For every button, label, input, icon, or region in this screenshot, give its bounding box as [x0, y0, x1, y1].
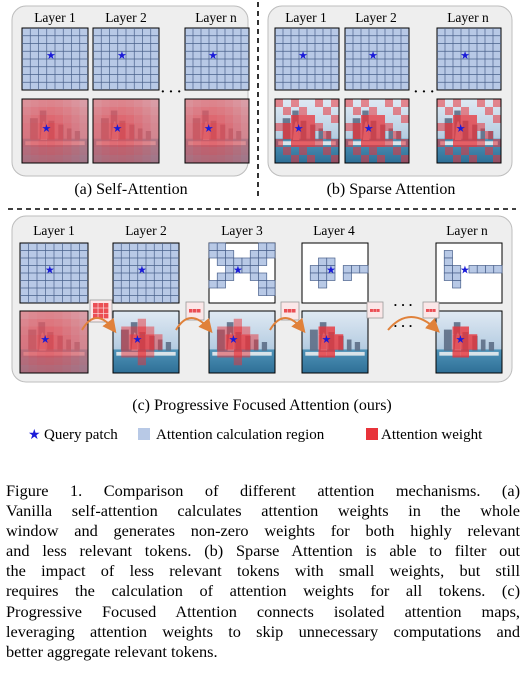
ellipsis: · · ·	[413, 85, 434, 100]
square-icon	[366, 428, 378, 440]
attention-map-image: ★	[19, 310, 89, 374]
attention-map-image: ★	[435, 310, 503, 374]
star-icon: ★	[46, 49, 56, 62]
attention-map-image: ★	[208, 310, 276, 374]
caption-line: better aggregate relevant tokens.	[6, 641, 218, 661]
flow-arrow	[387, 316, 440, 333]
star-icon: ★	[368, 49, 378, 62]
figure-caption: Figure 1. Comparison of different attent…	[6, 481, 520, 662]
query-grid: ★	[19, 242, 89, 304]
caption-line: the impact of less relevant tokens with …	[6, 561, 520, 581]
flow-arrow	[269, 317, 306, 334]
star-icon: ★	[294, 122, 304, 135]
legend-region-label: Attention calculation region	[156, 427, 325, 443]
star-icon: ★	[455, 333, 465, 346]
star-icon: ★	[117, 49, 127, 62]
attention-weight-thumbnail	[422, 301, 440, 319]
star-icon: ★	[228, 333, 238, 346]
sparse-query-grid: ★	[435, 242, 503, 304]
star-icon: ★	[233, 263, 243, 276]
ellipsis: · · ·	[393, 318, 413, 333]
star-icon: ★	[132, 333, 142, 346]
caption-line: and less relevant tokens. (b) Sparse Att…	[6, 541, 520, 561]
query-grid: ★	[184, 27, 250, 91]
star-icon: ★	[204, 122, 214, 135]
query-grid: ★	[21, 27, 89, 91]
star-icon: ★	[137, 263, 147, 276]
star-icon: ★	[40, 333, 50, 346]
caption-line: window and generates non-zero weights fo…	[6, 521, 520, 541]
flow-arrow	[175, 317, 213, 334]
panel-c-layer-label: Layer 1	[33, 223, 75, 238]
ellipsis: · · ·	[160, 85, 181, 100]
ellipsis: · · ·	[393, 297, 413, 312]
star-icon: ★	[460, 263, 470, 276]
star-icon: ★	[208, 49, 218, 62]
attention-weight-thumbnail	[89, 299, 113, 323]
square-icon	[138, 428, 150, 440]
panel-a-layer-label: Layer 1	[34, 10, 76, 25]
legend: ★ Query patch Attention calculation regi…	[28, 427, 483, 443]
star-icon: ★	[45, 263, 55, 276]
attention-map-image: ★	[344, 98, 410, 164]
caption-line: Progressive Focused Attention connects i…	[6, 601, 520, 621]
panel-c-layer-label: Layer 3	[221, 223, 263, 238]
query-grid: ★	[112, 242, 180, 304]
panel-c-layer-label: Layer 4	[313, 223, 355, 238]
legend-weight-label: Attention weight	[381, 427, 483, 443]
panel-c-caption: (c) Progressive Focused Attention (ours)	[132, 397, 392, 414]
caption-line: Vanilla self-attention calculates attent…	[6, 501, 520, 521]
query-grid: ★	[344, 27, 410, 91]
panel-c-layer-label: Layer n	[446, 223, 488, 238]
attention-map-image: ★	[274, 98, 340, 164]
star-icon: ★	[321, 333, 331, 346]
attention-map-image: ★	[436, 98, 502, 164]
panel-b-layer-label: Layer 2	[355, 10, 397, 25]
panel-b-caption: (b) Sparse Attention	[327, 181, 456, 198]
star-icon: ★	[28, 427, 41, 443]
panel-a-caption: (a) Self-Attention	[74, 181, 187, 198]
sparse-query-grid: ★	[208, 242, 276, 304]
caption-line: leveraging attention weights to skip unn…	[6, 621, 520, 641]
star-icon: ★	[364, 122, 374, 135]
star-icon: ★	[298, 49, 308, 62]
star-icon: ★	[41, 122, 51, 135]
figure-diagram: Layer 1 Layer 2 Layer n Layer 1 Layer 2 …	[8, 2, 516, 443]
flow-arrow	[81, 317, 117, 334]
attention-map-image: ★	[21, 98, 89, 164]
attention-map-image: ★	[112, 310, 180, 374]
query-grid: ★	[274, 27, 340, 91]
query-grid: ★	[436, 27, 502, 91]
star-icon: ★	[112, 122, 122, 135]
star-icon: ★	[326, 263, 336, 276]
caption-line: requires the calculation of attention we…	[6, 581, 520, 601]
attention-weight-thumbnail	[366, 301, 384, 319]
panel-b-layer-label: Layer n	[447, 10, 489, 25]
sparse-query-grid: ★	[301, 242, 369, 304]
legend-query-label: Query patch	[44, 427, 118, 443]
attention-map-image: ★	[184, 98, 250, 164]
attention-map-image: ★	[92, 98, 160, 164]
panel-c-layer-label: Layer 2	[125, 223, 167, 238]
panel-a-layer-label: Layer n	[195, 10, 237, 25]
star-icon: ★	[456, 122, 466, 135]
panel-b-layer-label: Layer 1	[285, 10, 327, 25]
query-grid: ★	[92, 27, 160, 91]
star-icon: ★	[460, 49, 470, 62]
panel-a-layer-label: Layer 2	[105, 10, 147, 25]
attention-weight-thumbnail	[185, 301, 205, 321]
caption-line: Figure 1. Comparison of different attent…	[6, 481, 520, 500]
attention-map-image: ★	[301, 310, 369, 374]
